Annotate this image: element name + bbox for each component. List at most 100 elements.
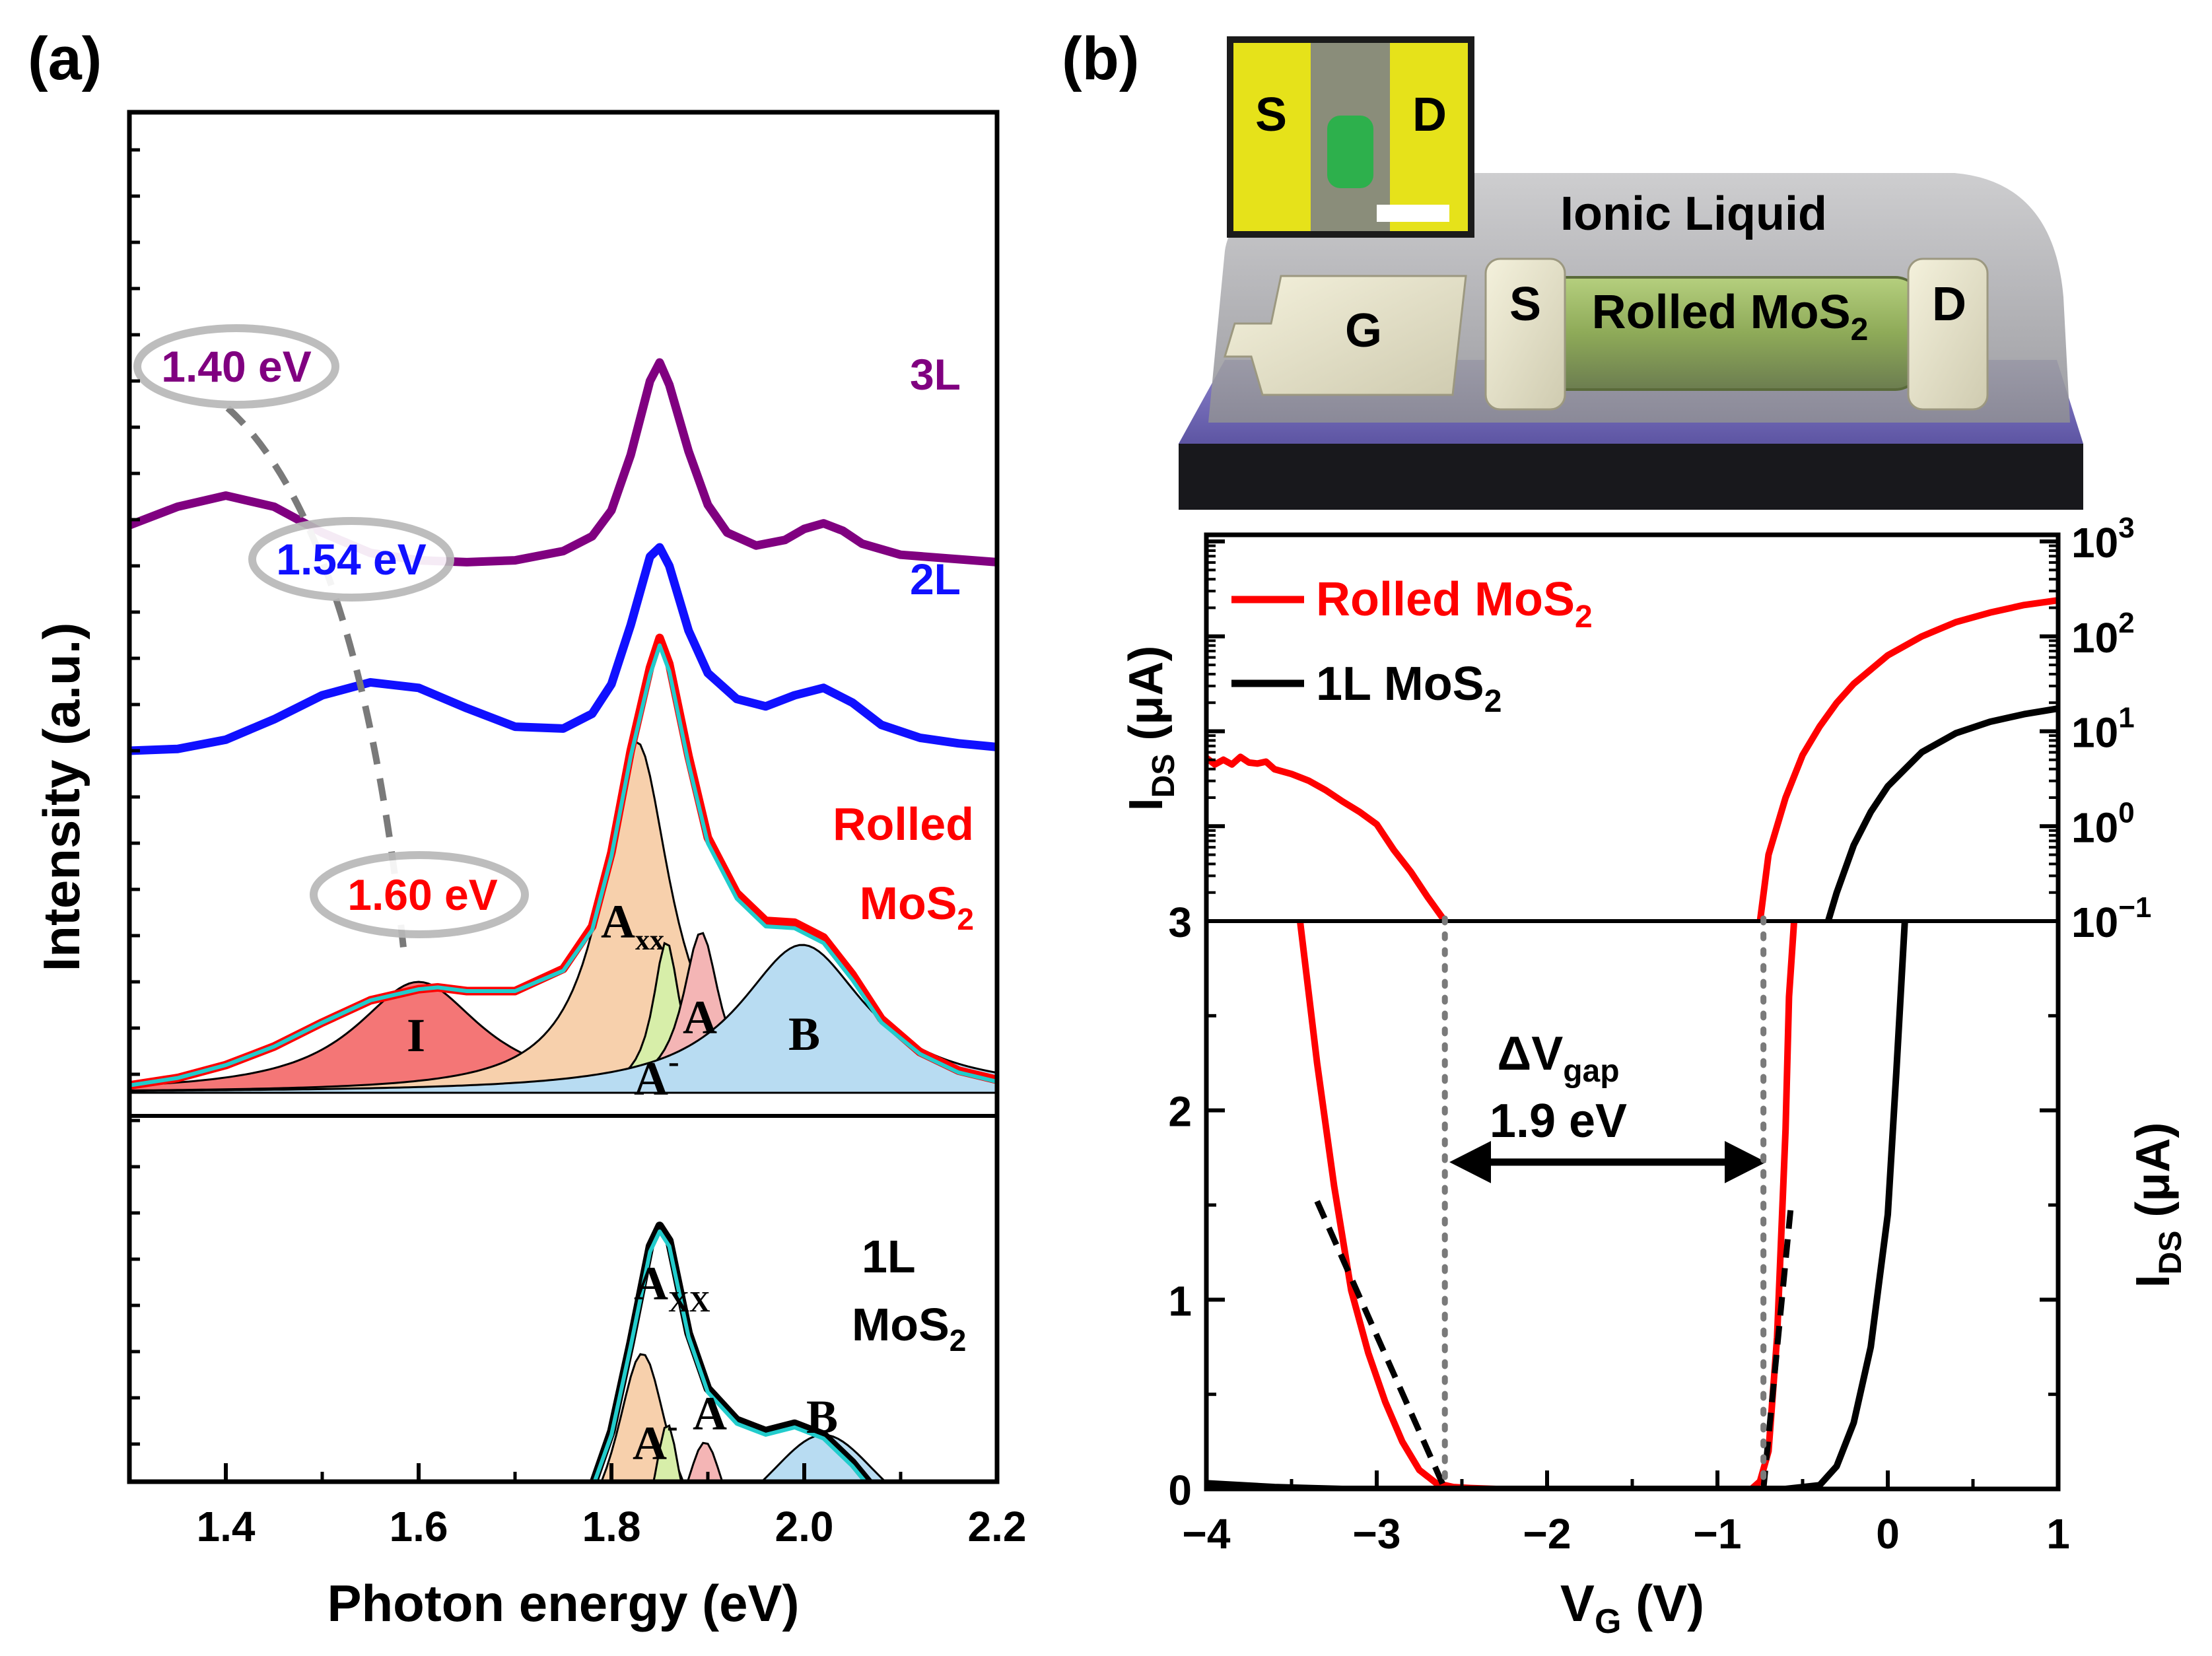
legend-rolled-label: Rolled MoS2 (1316, 573, 1593, 635)
log-curve-1l-mos2 (1824, 705, 2058, 921)
panel-b-x-tick-label: 1 (2046, 1510, 2070, 1558)
panel-b-bottom-y-label: IDS (μA) (2127, 1122, 2188, 1288)
panel-b-x-tick-label: −1 (1694, 1510, 1742, 1558)
panel-b-log-curves (1206, 597, 2058, 921)
peak-B-label: B (788, 1008, 820, 1060)
peak-A-label: A (683, 991, 717, 1044)
ev-callout-rolled: 1.60 eV (310, 851, 529, 938)
label-1L-line1: 1L (862, 1231, 916, 1282)
log-tick-exponent: 2 (2118, 607, 2134, 639)
gap-label: ΔVgap (1497, 1027, 1619, 1089)
panel-b-y-tick-label: 2 (1168, 1088, 1192, 1136)
panel-b-y-tick-label: 0 (1168, 1466, 1192, 1514)
monolayer-peak-aminus (652, 1424, 683, 1482)
monolayer-peak-b (760, 1433, 887, 1482)
panel-b-x-tick-label: 0 (1876, 1510, 1900, 1558)
panel-a-x-ticks: 1.4 1.6 1.8 2.0 2.2 (127, 1463, 1026, 1550)
ev-3L-label: 1.40 eV (161, 342, 312, 391)
ev-callout-2L: 1.54 eV (248, 517, 454, 602)
peak-1L-Axx-label: AXX (634, 1257, 710, 1318)
tangent-line-2 (1760, 1208, 1794, 1489)
log-tick-exponent: 0 (2118, 796, 2134, 829)
panel-b-x-label: VG (V) (1560, 1574, 1704, 1641)
panel-a-x-tick-label: 2.0 (775, 1503, 834, 1550)
gap-arrow-left-head (1449, 1141, 1491, 1183)
label-1L-line2: MoS2 (852, 1299, 966, 1358)
panel-a-x-tick-label: 1.8 (582, 1503, 641, 1550)
tangent-line-1 (1314, 1200, 1448, 1489)
ionic-liquid-label: Ionic Liquid (1560, 188, 1827, 240)
channel-label: Rolled MoS2 (1592, 286, 1869, 347)
peak-1L-B-label: B (806, 1391, 838, 1443)
log-tick-base: 10 (2071, 519, 2118, 567)
panel-a-x-label: Photon energy (eV) (327, 1574, 799, 1632)
drain-label: D (1932, 278, 1966, 331)
gap-arrow-right-head (1725, 1141, 1766, 1183)
log-tick-base: 10 (2071, 614, 2118, 662)
peak-I-label: I (407, 1009, 425, 1062)
panel-b-log-tick-label: 10−1 (2071, 891, 2151, 946)
legend-1L-sub: 2 (1484, 684, 1502, 719)
label-2L: 2L (910, 555, 961, 604)
legend-1L-label: 1L MoS2 (1316, 658, 1502, 719)
legend-rolled-base: Rolled MoS (1316, 573, 1575, 626)
inset-source-label: S (1255, 88, 1287, 141)
substrate-block (1179, 444, 2083, 510)
label-1L-sub: 2 (950, 1323, 967, 1358)
channel-label-base: Rolled MoS (1592, 286, 1851, 339)
rolled-peak-b (129, 944, 997, 1094)
panel-b-y-tick-label: 3 (1168, 899, 1192, 946)
panel-b-x-tick-label: −3 (1353, 1510, 1401, 1558)
label-rolled-base: MoS (860, 878, 957, 929)
label-rolled-line1: Rolled (833, 798, 974, 850)
inset-drain-label: D (1412, 88, 1447, 141)
panel-b-label: (b) (1062, 25, 1139, 92)
log-tick-base: 10 (2071, 804, 2118, 851)
label-rolled-sub: 2 (957, 902, 974, 936)
panel-b-x-label-unit: (V) (1621, 1574, 1704, 1632)
label-1L-base: MoS (852, 1299, 950, 1350)
log-tick-base: 10 (2071, 709, 2118, 757)
label-3L: 3L (910, 350, 961, 399)
source-contact (1484, 258, 1566, 411)
inset-drain-electrode (1390, 43, 1468, 231)
ev-rolled-label: 1.60 eV (347, 870, 498, 919)
linear-curve-rolled-mos2-negative-branch (1296, 921, 1550, 1489)
panel-b-x-tick-label: −4 (1183, 1510, 1231, 1558)
log-tick-exponent: 3 (2118, 512, 2134, 544)
peak-1L-Aminus-label: A- (633, 1407, 678, 1470)
monolayer-peak-axx (600, 1353, 685, 1482)
spectrum-1l-mos2-fit (592, 1229, 868, 1482)
monolayer-peak-a (686, 1441, 724, 1482)
panel-b-legend: Rolled MoS2 1L MoS2 (1231, 573, 1593, 719)
panel-b-log-tick-label: 100 (2071, 796, 2135, 851)
panel-b-top-y-unit: (μA) (1120, 646, 1173, 754)
inset-scale-bar (1377, 205, 1449, 222)
log-tick-exponent: −1 (2118, 891, 2151, 924)
panel-b-x-label-base: V (1560, 1574, 1595, 1632)
peak-Aminus-sup: - (668, 1043, 679, 1080)
peak-1L-Aminus-base: A (633, 1417, 667, 1470)
source-label: S (1509, 278, 1541, 331)
panel-b-y-tick-label: 1 (1168, 1277, 1192, 1325)
panel-a-y-ticks (129, 148, 140, 1446)
peak-Aminus-base: A (634, 1052, 668, 1105)
panel-a-x-tick-label: 1.4 (197, 1503, 256, 1550)
legend-1L-base: 1L MoS (1316, 658, 1484, 710)
peak-1L-A-label: A (693, 1387, 727, 1440)
legend-rolled-sub: 2 (1575, 600, 1593, 635)
label-rolled-line2: MoS2 (860, 878, 974, 936)
panel-b-top-y-sub: DS (1146, 754, 1181, 798)
log-curve-rolled-mos2-negative-branch (1206, 753, 1449, 921)
channel-label-sub: 2 (1851, 312, 1869, 347)
panel-a-fitted-peaks (129, 740, 997, 1482)
panel-b-top-y-label: IDS (μA) (1120, 646, 1181, 811)
spectrum-2l (129, 543, 997, 755)
gap-double-arrow (1449, 1141, 1766, 1183)
peak-shift-dashed-line (225, 405, 407, 955)
log-tick-exponent: 1 (2118, 702, 2134, 734)
gap-label-base: ΔV (1497, 1027, 1563, 1080)
panel-a-label: (a) (28, 25, 102, 92)
panel-b-log-tick-label: 101 (2071, 702, 2135, 757)
